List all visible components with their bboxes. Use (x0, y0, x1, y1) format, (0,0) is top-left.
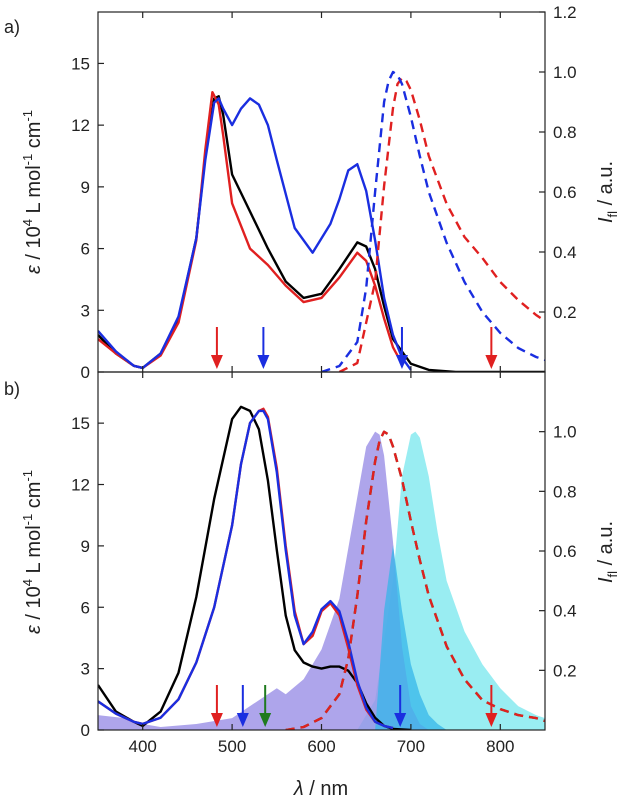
panel-a-arrow-blue-535 (257, 327, 270, 369)
panel-b-right-tick-label: 0.6 (553, 542, 577, 561)
panel-a-series-red-solid (98, 91, 404, 370)
panel-a-left-tick-label: 15 (71, 54, 90, 73)
panel-a-left-tick-label: 0 (81, 363, 90, 382)
panel-b-arrow-blue-512 (236, 685, 249, 727)
panel-b-right-tick-label: 1.0 (553, 423, 577, 442)
panel-a-right-axis-title: Ifl / a.u. (595, 161, 620, 223)
panel-a-right-tick-label: 0.2 (553, 303, 577, 322)
panel-b-left-tick-label: 0 (81, 721, 90, 740)
panel-a-left-axis-title: ε / 104 L mol-1 cm-1 (20, 110, 45, 274)
panel-b-x-tick-label: 400 (129, 737, 157, 756)
panel-a-right-tick-label: 1.0 (553, 63, 577, 82)
panel-a-right-tick-label: 0.6 (553, 183, 577, 202)
panel-b-series-red-dashed (285, 430, 545, 730)
panel-a-series-blue-dashed (321, 70, 545, 372)
x-axis-title: λ / nm (293, 778, 348, 800)
panel-b-left-tick-label: 9 (81, 537, 90, 556)
panel-a-left-tick-label: 12 (71, 116, 90, 135)
panel-b-series-blue-solid (98, 409, 394, 730)
panel-a-arrow-red-483 (210, 327, 223, 369)
panel-b-plot: 400 500 600 700 800 0 3 6 9 12 15 0.2 0.4 0.6 0.8 1.0 (71, 371, 577, 756)
panel-b-area-deep_cyan (375, 545, 447, 730)
panel-a-series-red-dashed (338, 76, 545, 372)
panel-b-x-tick-label: 800 (486, 737, 514, 756)
panel-b-x-tick-label: 600 (307, 737, 335, 756)
panel-a-arrow-blue-690 (395, 327, 408, 369)
panel-b-area-purple_fill (98, 431, 429, 730)
panel-b-left-tick-label: 12 (71, 476, 90, 495)
panel-b-arrow-red-790 (485, 685, 498, 727)
panel-b-arrow-blue-688 (394, 685, 407, 727)
panel-b-x-tick-label: 500 (218, 737, 246, 756)
panel-b-left-tick-label: 3 (81, 660, 90, 679)
panel-a-arrow-red-790 (485, 327, 498, 369)
panel-b-left-tick-label: 15 (71, 414, 90, 433)
panel-b-right-tick-label: 0.4 (553, 602, 577, 621)
panel-b-x-tick-label: 700 (397, 737, 425, 756)
panel-b-right-tick-label: 0.2 (553, 661, 577, 680)
panel-a-left-tick-label: 9 (81, 178, 90, 197)
panel-b-label: b) (4, 379, 20, 399)
panel-a-series-black-solid (98, 95, 545, 372)
panel-a-right-tick-label: 1.2 (553, 3, 577, 22)
panel-a-left-tick-label: 6 (81, 240, 90, 259)
panel-b-left-axis-title: ε / 104 L mol-1 cm-1 (20, 470, 45, 634)
panel-b-left-tick-label: 6 (81, 598, 90, 617)
panel-a-right-tick-label: 0.4 (553, 243, 577, 262)
panel-b-arrow-green-537 (259, 685, 272, 727)
panel-a-label: a) (4, 17, 20, 37)
panel-b-right-tick-label: 0.8 (553, 482, 577, 501)
panel-a-plot: 0 3 6 9 12 15 0.2 0.4 0.6 0.8 1.0 1.2 (71, 3, 577, 382)
panel-a-left-tick-label: 3 (81, 301, 90, 320)
panel-a-frame (97, 11, 546, 373)
panel-b-arrow-red-483 (210, 685, 223, 727)
panel-a-right-tick-label: 0.8 (553, 123, 577, 142)
panel-a-series-blue-solid (98, 97, 412, 371)
panel-b-right-axis-title: Ifl / a.u. (595, 521, 620, 583)
